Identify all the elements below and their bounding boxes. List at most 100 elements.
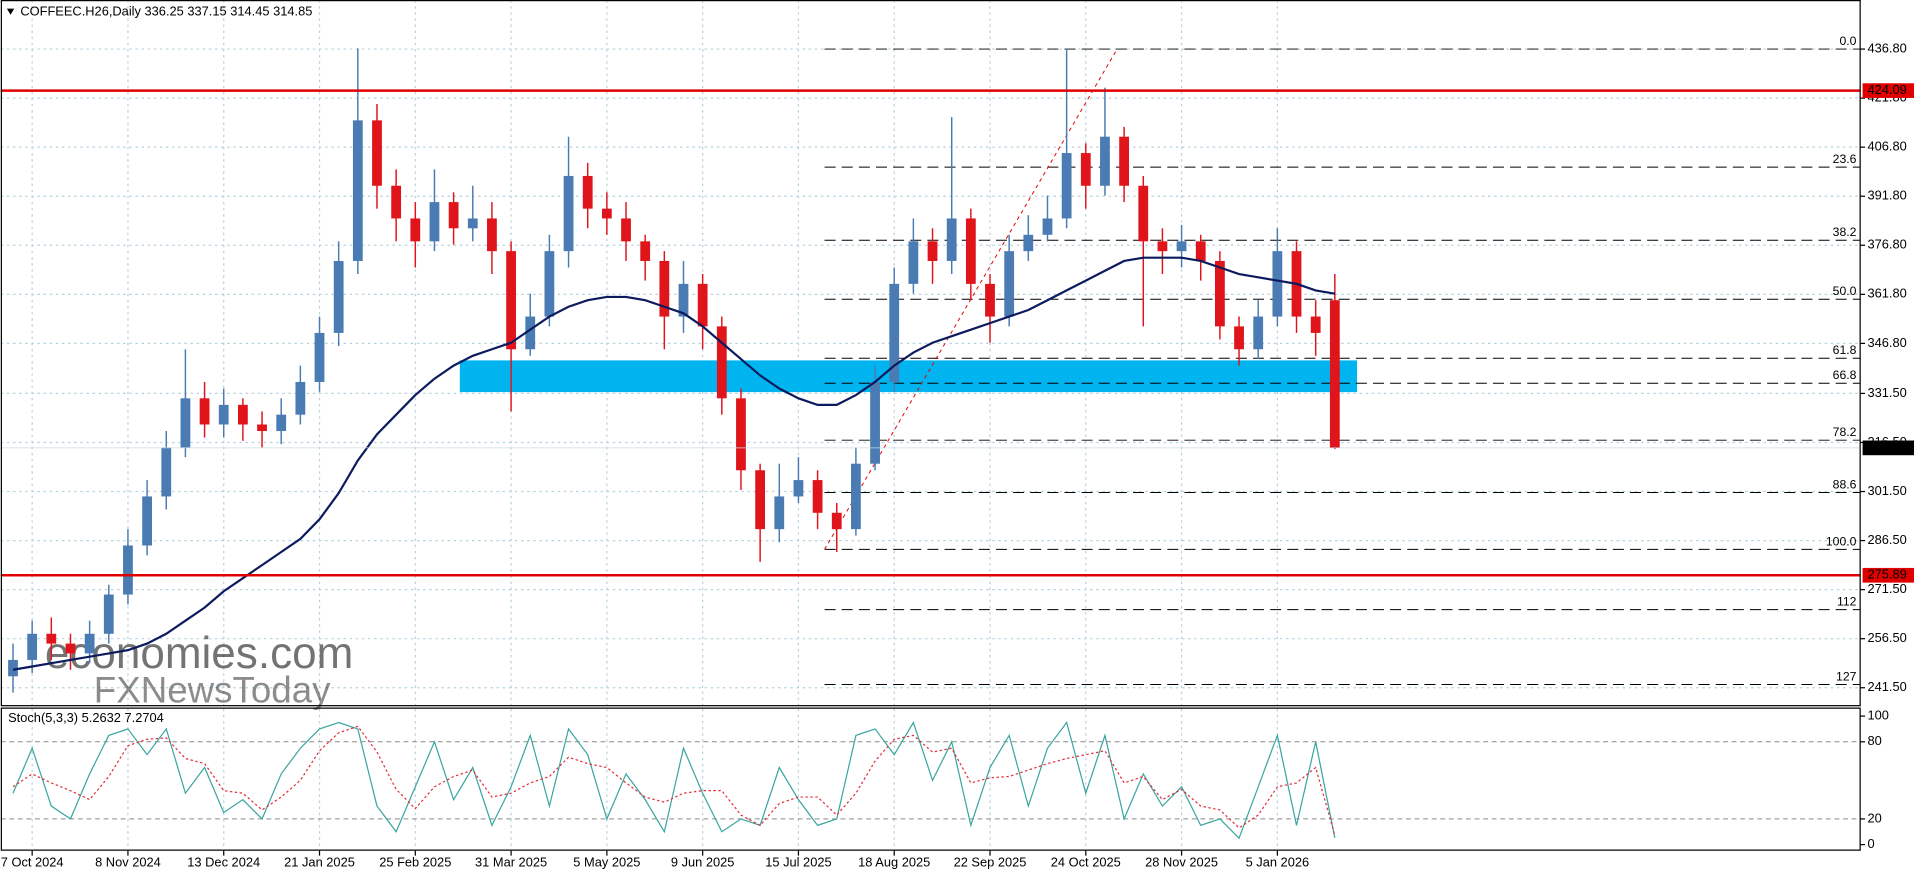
fib-label: 127 xyxy=(1836,669,1857,683)
x-tick-label: 15 Jul 2025 xyxy=(765,854,831,869)
y-tick-label: 406.80 xyxy=(1867,139,1906,154)
candle-body xyxy=(372,120,382,186)
candle-body xyxy=(487,218,497,252)
level-layer: 0.0 23.6 38.2 50.0 61.8 66.8 78.2 88.6 100.0 112 1… xyxy=(45,34,1861,711)
candle-body xyxy=(870,381,880,464)
x-tick-label: 5 May 2025 xyxy=(573,854,640,869)
fib-label: 78.2 xyxy=(1833,425,1857,439)
candle-body xyxy=(506,251,516,350)
candle-body xyxy=(295,381,306,415)
indicator-panel-frame xyxy=(0,707,1861,851)
candle-body xyxy=(544,251,555,317)
candle-body xyxy=(1253,316,1264,350)
y-tick-label: 346.80 xyxy=(1867,335,1906,350)
fib-label: 66.8 xyxy=(1833,368,1857,382)
level-tag-label: 424.09 xyxy=(1867,82,1906,97)
fib-label: 88.6 xyxy=(1833,477,1857,491)
y-tick-label: 361.80 xyxy=(1867,286,1906,301)
candle-body xyxy=(314,332,325,382)
candle-body xyxy=(716,326,727,399)
candle-body xyxy=(1138,185,1149,242)
candle-body xyxy=(1176,241,1187,252)
candle-body xyxy=(1004,251,1015,317)
overlay-layer xyxy=(0,89,1861,840)
candle-body xyxy=(793,480,804,497)
y2-tick-label: 80 xyxy=(1867,733,1881,748)
candle-body xyxy=(1214,260,1225,327)
candle-body xyxy=(946,218,957,261)
candle-body xyxy=(352,120,363,261)
price-tag xyxy=(1862,440,1915,456)
x-tick-label: 8 Nov 2024 xyxy=(95,854,161,869)
watermark: economies.com xyxy=(45,629,353,678)
watermark: FXNewsToday xyxy=(94,670,331,711)
menu-triangle xyxy=(6,8,15,15)
y-tick-label: 331.50 xyxy=(1867,385,1906,400)
candle-body xyxy=(391,185,402,219)
candle-body xyxy=(1042,218,1053,235)
candle-body xyxy=(889,283,900,382)
candle-body xyxy=(774,496,785,530)
candle-body xyxy=(1195,241,1206,261)
candle-body xyxy=(237,404,248,425)
level-tag xyxy=(1862,83,1915,98)
y-tick-label: 241.50 xyxy=(1867,679,1906,694)
candle-body xyxy=(1061,153,1072,219)
main-panel-frame xyxy=(0,0,1861,707)
candle-body xyxy=(640,241,651,261)
indicator-line xyxy=(12,721,1336,840)
candle-body xyxy=(123,545,133,595)
candle-body xyxy=(831,512,842,530)
y-tick-label: 376.80 xyxy=(1867,237,1906,252)
fib-label: 112 xyxy=(1837,594,1857,608)
candle-body xyxy=(46,633,57,644)
x-tick-label: 13 Dec 2024 xyxy=(187,854,260,869)
candle-body xyxy=(65,643,76,654)
zone-layer xyxy=(459,360,1358,393)
x-tick-label: 31 Mar 2025 xyxy=(475,854,547,869)
level-tag xyxy=(1862,567,1915,583)
candle-body xyxy=(218,404,229,425)
candle-body xyxy=(1100,136,1110,186)
candle-body xyxy=(678,283,689,317)
level-tag-label: 275.89 xyxy=(1867,567,1906,582)
candle-body xyxy=(333,260,344,333)
candle-body xyxy=(659,260,670,317)
chart-title: COFFEEC.H26,Daily 336.25 337.15 314.45 3… xyxy=(20,4,312,19)
fib-label: 100.0 xyxy=(1826,534,1857,548)
y-tick-label: 256.50 xyxy=(1867,630,1906,645)
fib-label: 38.2 xyxy=(1833,225,1857,239)
candle-body xyxy=(1080,153,1091,186)
candle-body xyxy=(1272,251,1283,317)
candle-body xyxy=(851,463,861,530)
candle-body xyxy=(257,424,267,432)
y2-tick-label: 100 xyxy=(1867,707,1888,722)
x-tick-label: 7 Oct 2024 xyxy=(1,854,64,869)
fib-label: 23.6 xyxy=(1833,152,1857,166)
candle-body xyxy=(908,241,919,284)
candle-body xyxy=(1329,300,1340,448)
x-tick-label: 22 Sep 2025 xyxy=(954,854,1027,869)
candle-body xyxy=(103,594,114,634)
y2-tick-label: 20 xyxy=(1867,810,1881,825)
x-tick-label: 5 Jan 2026 xyxy=(1246,854,1310,869)
candle-body xyxy=(448,202,459,229)
candle-body xyxy=(985,283,995,317)
candle-body xyxy=(812,480,823,513)
candle-body xyxy=(1119,136,1130,186)
y2-tick-label: 0 xyxy=(1867,836,1874,851)
candle-layer xyxy=(8,48,1340,693)
x-tick-label: 28 Nov 2025 xyxy=(1145,854,1218,869)
x-tick-label: 18 Aug 2025 xyxy=(858,854,930,869)
candle-body xyxy=(1157,241,1168,252)
candle-body xyxy=(755,470,766,530)
support-zone xyxy=(459,360,1358,393)
y-tick-label: 271.50 xyxy=(1867,581,1906,596)
indicator-title: Stoch(5,3,3) 5.2632 7.2704 xyxy=(8,710,164,725)
x-tick-label: 9 Jun 2025 xyxy=(671,854,735,869)
moving-average xyxy=(12,256,1336,671)
candle-body xyxy=(1310,316,1321,333)
candle-body xyxy=(525,316,536,350)
